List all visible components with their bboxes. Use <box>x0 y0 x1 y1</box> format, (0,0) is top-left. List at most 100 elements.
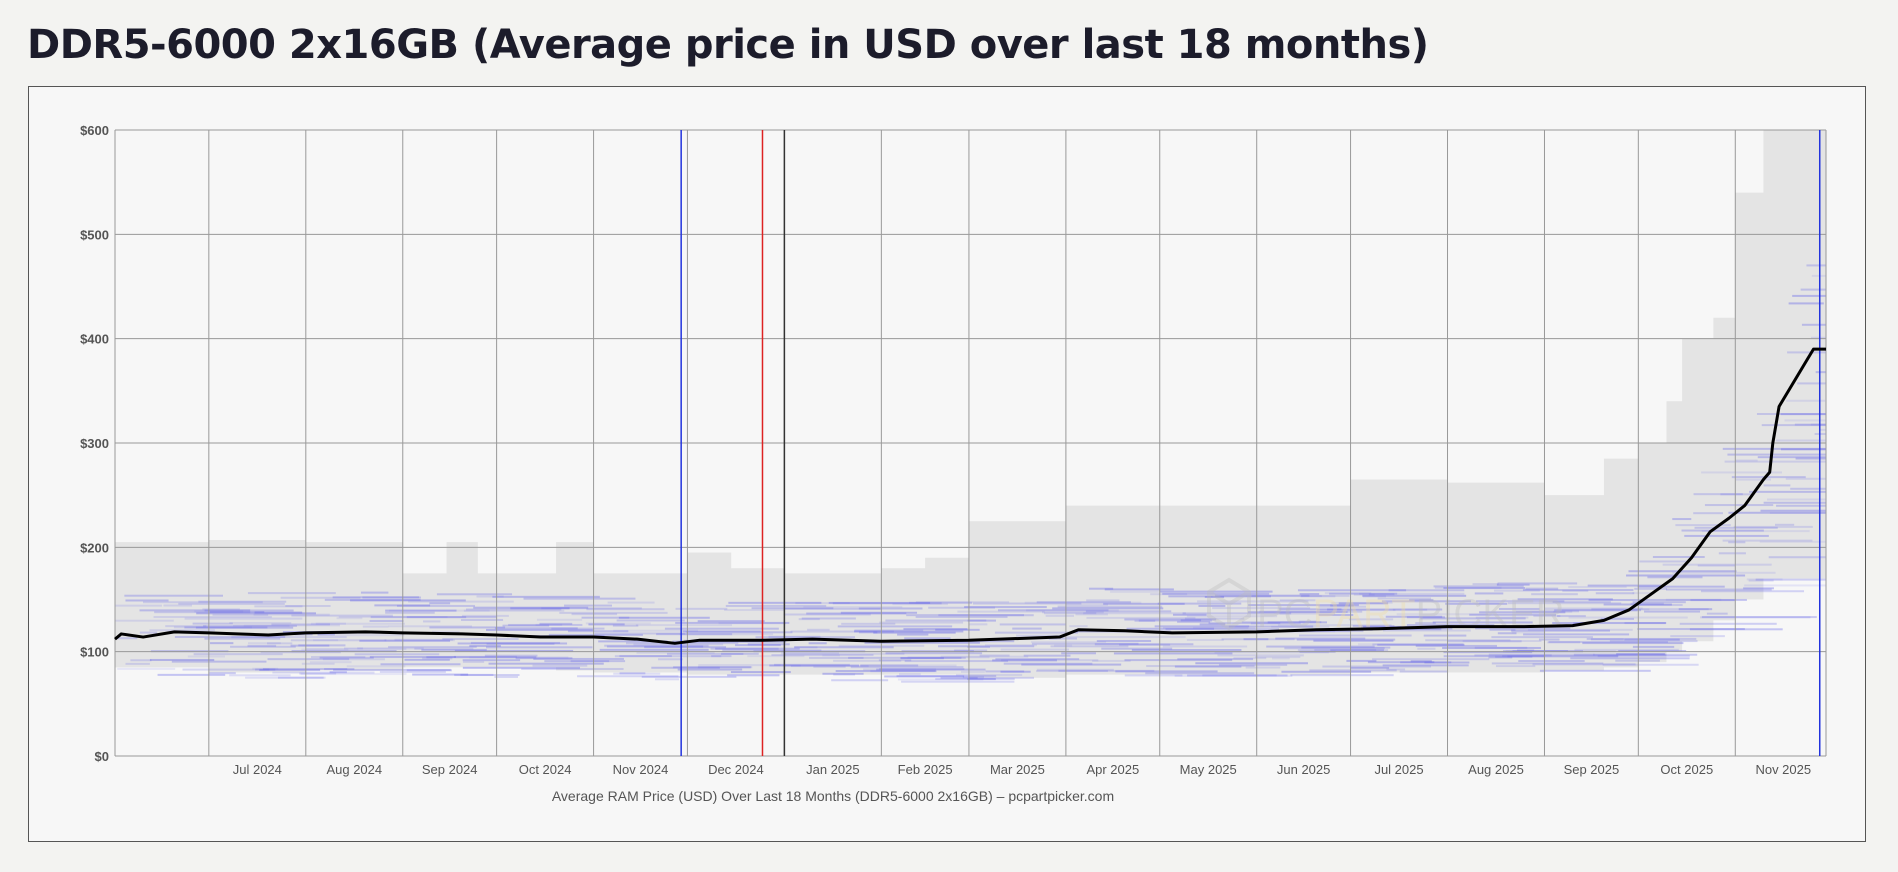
x-tick-label: Mar 2025 <box>990 762 1045 777</box>
price-streak <box>1615 659 1660 662</box>
price-streak <box>876 668 986 671</box>
price-streak <box>1233 657 1267 660</box>
price-streak <box>1811 274 1826 277</box>
price-streak <box>1383 629 1471 632</box>
price-streak <box>994 631 1078 634</box>
price-streak <box>1639 560 1690 563</box>
price-streak <box>1174 674 1293 677</box>
price-streak <box>394 638 453 641</box>
price-streak <box>1588 599 1642 602</box>
y-axis-labels: $0 $100 $200 $300 $400 $500 $600 <box>80 123 109 764</box>
price-streak <box>1300 595 1336 598</box>
price-streak <box>633 643 724 646</box>
price-streak <box>1531 593 1578 596</box>
price-streak <box>585 622 651 625</box>
price-streak <box>465 608 562 611</box>
price-streak <box>203 624 297 627</box>
price-streak <box>1539 669 1651 672</box>
price-streak <box>305 648 407 651</box>
price-streak <box>1718 552 1746 555</box>
price-streak <box>619 655 672 658</box>
chart-frame: PCPARTPICKER $0 $100 $200 $300 $400 $500 $600 … <box>28 86 1866 842</box>
price-streak <box>1609 640 1698 643</box>
price-streak <box>182 668 270 671</box>
price-streak <box>567 630 629 633</box>
price-streak <box>962 676 984 679</box>
price-streak <box>897 633 929 636</box>
price-streak <box>808 642 827 645</box>
price-streak <box>854 629 924 632</box>
price-streak <box>1338 602 1389 605</box>
price-streak <box>831 679 889 682</box>
price-streak <box>247 642 281 645</box>
price-streak <box>1806 264 1826 267</box>
price-streak <box>935 628 980 631</box>
price-streak <box>644 646 727 649</box>
x-tick-label: Jul 2024 <box>233 762 282 777</box>
price-streak <box>229 674 291 677</box>
price-streak <box>801 617 856 620</box>
price-streak <box>432 630 460 633</box>
price-streak <box>1587 584 1666 587</box>
price-streak <box>1243 638 1269 641</box>
price-streak <box>1012 627 1042 630</box>
price-streak <box>165 625 207 628</box>
price-streak <box>1728 511 1826 514</box>
price-streak <box>1103 602 1185 605</box>
price-streak <box>1469 613 1556 616</box>
price-streak <box>178 602 285 605</box>
price-streak <box>1792 294 1826 297</box>
price-streak <box>848 656 962 659</box>
price-streak <box>1433 585 1524 588</box>
price-streak <box>1424 661 1470 664</box>
price-streak <box>1489 628 1516 631</box>
price-streak <box>336 617 363 620</box>
price-streak <box>1058 669 1155 672</box>
price-streak <box>470 641 561 644</box>
price-streak <box>115 619 174 622</box>
price-streak <box>995 658 1080 661</box>
price-streak <box>904 660 1009 663</box>
price-streak <box>1406 624 1495 627</box>
price-streak <box>1423 634 1467 637</box>
x-tick-label: Feb 2025 <box>898 762 953 777</box>
price-streak <box>1425 639 1511 642</box>
price-streak <box>1165 628 1279 631</box>
price-streak <box>260 651 341 654</box>
price-streak <box>1735 478 1771 481</box>
price-streak <box>1693 512 1723 515</box>
price-streak <box>1497 582 1578 585</box>
price-streak <box>1630 602 1664 605</box>
price-streak <box>864 641 980 644</box>
price-streak <box>1036 668 1114 671</box>
price-streak <box>1104 588 1174 591</box>
price-streak <box>171 660 267 663</box>
price-streak <box>1362 595 1386 598</box>
price-streak <box>1442 646 1541 649</box>
price-streak <box>1502 655 1619 658</box>
grid-lines <box>114 129 1827 757</box>
price-streak <box>1755 578 1826 581</box>
price-streak <box>536 618 583 621</box>
price-streak <box>897 678 984 681</box>
price-streak <box>1554 609 1641 612</box>
price-streak <box>423 620 441 623</box>
price-streak <box>462 660 485 663</box>
price-streak <box>174 635 286 638</box>
price-streak <box>1800 288 1826 291</box>
price-streak <box>1786 399 1826 402</box>
price-streak <box>1388 589 1465 592</box>
price-streak <box>1700 616 1811 619</box>
price-streak <box>722 649 822 652</box>
price-streak <box>1197 600 1309 603</box>
price-streak <box>436 593 513 596</box>
price-streak <box>184 617 303 620</box>
price-streak <box>442 637 519 640</box>
price-streak <box>795 602 850 605</box>
price-streak <box>1324 592 1372 595</box>
price-streak <box>1415 622 1436 625</box>
price-streak <box>230 645 296 648</box>
price-streak <box>1706 612 1728 615</box>
price-streak <box>992 659 1057 662</box>
price-streak <box>362 596 421 599</box>
